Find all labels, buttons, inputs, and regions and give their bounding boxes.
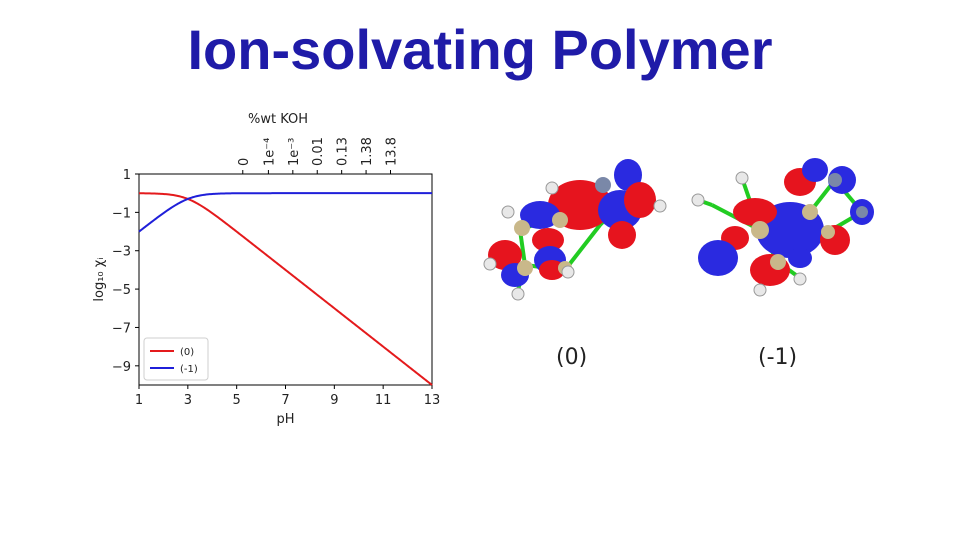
x-axis-label: pH	[276, 412, 294, 427]
y-tick-label: −3	[112, 245, 131, 260]
slide-title: Ion-solvating Polymer	[187, 18, 773, 81]
x-tick-label: 11	[375, 393, 392, 408]
series-line-anion	[138, 192, 432, 233]
molecule-label-anion: (-1)	[758, 345, 798, 370]
legend-label: (-1)	[180, 364, 198, 375]
y-tick-label: −5	[112, 283, 131, 298]
x-tick-label: 13	[424, 393, 441, 408]
y-tick-label: 1	[123, 168, 131, 183]
x-tick-label: 5	[233, 393, 241, 408]
y-tick-label: −1	[112, 206, 131, 221]
y-tick-label: −9	[112, 360, 131, 375]
x-tick-label: 3	[184, 393, 192, 408]
x-tick-label: 7	[281, 393, 289, 408]
top-tick-label: 0.01	[311, 137, 326, 166]
top-tick-label: 13.8	[384, 137, 399, 166]
x-tick-label: 1	[135, 393, 143, 408]
x-tick-label: 9	[330, 393, 338, 408]
legend-box	[143, 337, 209, 381]
top-tick-label: 0	[237, 158, 252, 166]
y-axis-label: log₁₀ χᵢ	[92, 257, 107, 301]
y-tick-label: −7	[112, 321, 131, 336]
top-tick-label: 1e⁻³	[287, 138, 302, 166]
top-tick-label: 1e⁻⁴	[262, 138, 277, 166]
molecule-label-neutral: (0)	[556, 345, 588, 370]
legend-label: (0)	[180, 347, 194, 358]
top-axis-label: %wt KOH	[248, 112, 308, 127]
top-tick-label: 1.38	[360, 137, 375, 166]
top-tick-label: 0.13	[336, 137, 351, 166]
